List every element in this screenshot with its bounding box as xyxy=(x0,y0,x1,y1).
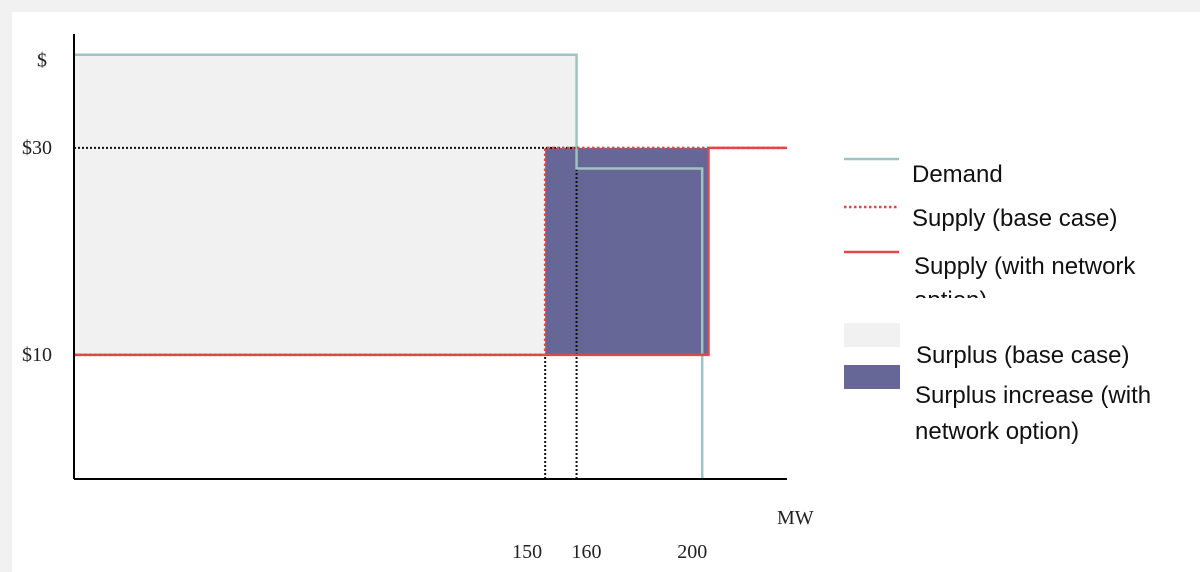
surplus-chart: $ MW $30 $10 150 160 200 Demand Supply (bas… xyxy=(22,34,1151,563)
legend-swatch-surplus-increase xyxy=(844,365,900,389)
legend-label-line: Supply (with network xyxy=(914,253,1136,280)
legend-item-surplus-increase: Surplus increase (with network option) xyxy=(844,365,1151,445)
legend-item-surplus-base: Surplus (base case) xyxy=(844,323,1129,369)
x-axis-label: MW xyxy=(777,507,814,529)
legend-swatch-surplus-base xyxy=(844,323,900,347)
legend-label-demand: Demand xyxy=(912,161,1003,188)
y-axis-label: $ xyxy=(37,50,47,72)
series-line-supply-with-network-option xyxy=(74,146,787,357)
y-tick-labels: $30 $10 xyxy=(22,137,52,366)
series-lines xyxy=(74,53,787,479)
x-tick-200: 200 xyxy=(677,541,707,563)
legend-label-surplus-increase: Surplus increase (with network option) xyxy=(915,382,1151,445)
legend-item-supply-network: Supply (with network option) xyxy=(844,250,1136,314)
legend-label-line: Surplus increase (with xyxy=(915,382,1151,409)
chart-frame: $ MW $30 $10 150 160 200 Demand Supply (bas… xyxy=(12,12,1200,572)
x-tick-150: 150 xyxy=(512,541,542,563)
surplus-areas xyxy=(74,54,709,355)
legend: Demand Supply (base case) Supply (with n… xyxy=(844,157,1151,445)
x-tick-labels: 150 160 200 xyxy=(512,541,707,563)
series-line-demand xyxy=(74,53,704,479)
legend-label-supply-base: Supply (base case) xyxy=(912,205,1117,232)
legend-label-line: option) xyxy=(914,287,987,314)
legend-label-line: network option) xyxy=(915,418,1079,445)
area-surplus-increase-with-network-option xyxy=(545,147,709,355)
x-tick-160: 160 xyxy=(572,541,602,563)
legend-item-supply-base: Supply (base case) xyxy=(844,205,1117,232)
y-tick-30: $30 xyxy=(22,137,52,159)
area-surplus-base-case xyxy=(74,54,577,355)
reference-lines xyxy=(74,146,578,479)
legend-label-supply-network: Supply (with network option) xyxy=(914,253,1136,314)
y-tick-10: $10 xyxy=(22,344,52,366)
legend-label-surplus-base: Surplus (base case) xyxy=(916,342,1129,369)
axes xyxy=(73,34,787,480)
legend-item-demand: Demand xyxy=(844,157,1003,188)
